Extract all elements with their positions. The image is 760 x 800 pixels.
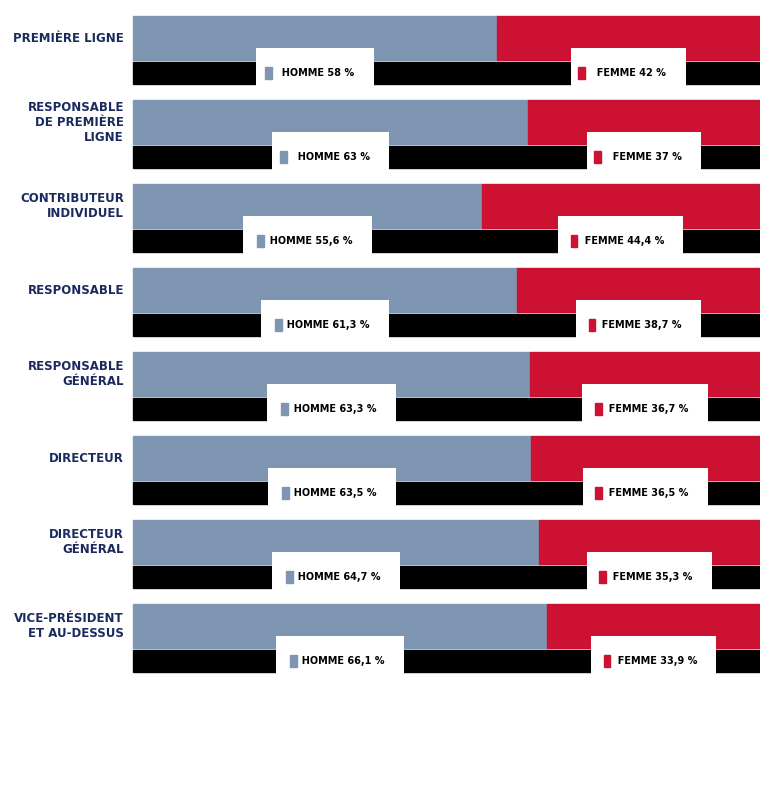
Bar	[531, 436, 760, 480]
Text: FEMME 37 %: FEMME 37 %	[606, 152, 682, 162]
Text: RESPONSABLE
DE PREMIÈRE
LIGNE: RESPONSABLE DE PREMIÈRE LIGNE	[27, 101, 124, 143]
Text: HOMME 63,5 %: HOMME 63,5 %	[287, 488, 377, 498]
Bar	[264, 66, 271, 79]
Bar	[595, 486, 602, 499]
Bar	[528, 100, 760, 144]
Bar	[518, 268, 760, 312]
Bar	[133, 566, 760, 588]
Text: RESPONSABLE: RESPONSABLE	[27, 283, 124, 297]
Bar	[282, 486, 289, 499]
Text: FEMME 36,7 %: FEMME 36,7 %	[602, 404, 688, 414]
Bar	[530, 352, 760, 396]
Text: FEMME 44,4 %: FEMME 44,4 %	[578, 236, 664, 246]
Bar	[588, 318, 595, 331]
Bar	[133, 520, 539, 564]
Bar	[133, 100, 528, 144]
Text: VICE-PRÉSIDENT
ET AU-DESSUS: VICE-PRÉSIDENT ET AU-DESSUS	[14, 612, 124, 640]
Bar	[281, 402, 288, 415]
Bar	[133, 184, 482, 228]
Text: HOMME 61,3 %: HOMME 61,3 %	[280, 320, 370, 330]
Text: HOMME 64,7 %: HOMME 64,7 %	[291, 572, 381, 582]
Text: HOMME 55,6 %: HOMME 55,6 %	[262, 236, 352, 246]
Bar	[599, 570, 606, 583]
Text: HOMME 66,1 %: HOMME 66,1 %	[296, 656, 385, 666]
Bar	[133, 604, 547, 648]
Bar	[133, 314, 760, 336]
Bar	[275, 318, 282, 331]
Text: HOMME 63,3 %: HOMME 63,3 %	[287, 404, 376, 414]
Bar	[497, 16, 760, 60]
Text: FEMME 35,3 %: FEMME 35,3 %	[606, 572, 692, 582]
Bar	[133, 16, 497, 60]
Bar	[133, 146, 760, 168]
Text: PREMIÈRE LIGNE: PREMIÈRE LIGNE	[13, 31, 124, 45]
Bar	[257, 234, 264, 247]
Bar	[603, 654, 610, 667]
Bar	[578, 66, 585, 79]
Bar	[571, 234, 578, 247]
Bar	[133, 352, 530, 396]
Bar	[286, 570, 293, 583]
Text: RESPONSABLE
GÉNÉRAL: RESPONSABLE GÉNÉRAL	[27, 360, 124, 388]
Text: FEMME 38,7 %: FEMME 38,7 %	[595, 320, 682, 330]
Text: HOMME 63 %: HOMME 63 %	[291, 152, 370, 162]
Bar	[482, 184, 760, 228]
Bar	[133, 650, 760, 672]
Text: DIRECTEUR: DIRECTEUR	[49, 451, 124, 465]
Text: DIRECTEUR
GÉNÉRAL: DIRECTEUR GÉNÉRAL	[49, 528, 124, 556]
Bar	[594, 150, 600, 163]
Bar	[547, 604, 760, 648]
Bar	[133, 436, 531, 480]
Bar	[133, 482, 760, 504]
Bar	[595, 402, 602, 415]
Text: FEMME 33,9 %: FEMME 33,9 %	[610, 656, 697, 666]
Bar	[539, 520, 760, 564]
Bar	[133, 230, 760, 252]
Bar	[133, 398, 760, 420]
Bar	[133, 62, 760, 84]
Bar	[133, 268, 518, 312]
Bar	[290, 654, 297, 667]
Text: FEMME 36,5 %: FEMME 36,5 %	[603, 488, 689, 498]
Text: HOMME 58 %: HOMME 58 %	[275, 68, 354, 78]
Text: CONTRIBUTEUR
INDIVIDUEL: CONTRIBUTEUR INDIVIDUEL	[20, 192, 124, 220]
Text: FEMME 42 %: FEMME 42 %	[591, 68, 667, 78]
Bar	[280, 150, 287, 163]
